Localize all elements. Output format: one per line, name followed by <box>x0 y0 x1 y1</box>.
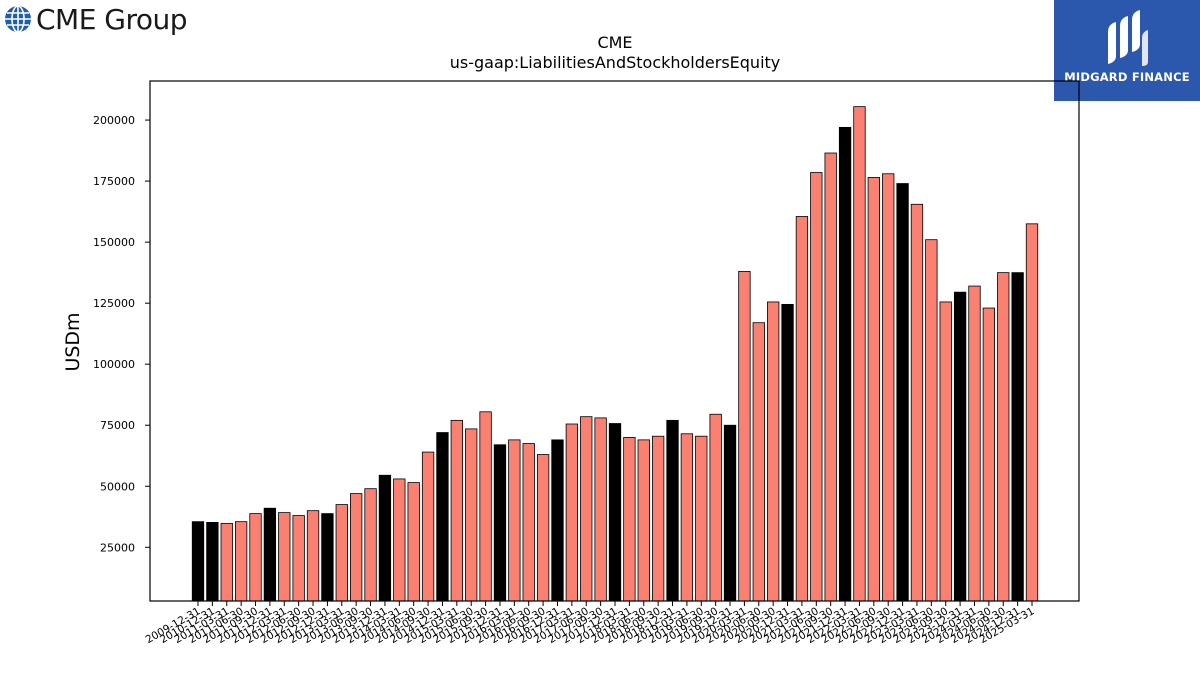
bar-2014-03-31 <box>393 478 406 602</box>
bars-group <box>191 106 1039 602</box>
bar-2023-06-30 <box>925 239 938 602</box>
bar-2023-03-31 <box>910 203 924 602</box>
bar-2015-06-30 <box>465 428 478 602</box>
bar-2017-12-31 <box>608 423 622 602</box>
bar-2014-06-30 <box>407 482 420 602</box>
bar-2012-06-30 <box>292 515 305 602</box>
bar-2016-03-31 <box>508 439 521 602</box>
bar-2016-09-30 <box>536 454 550 602</box>
y-tick-label: 100000 <box>93 358 135 371</box>
bar-2011-12-31 <box>263 507 277 602</box>
bar-2013-12-31 <box>378 474 392 602</box>
bar-2012-12-31 <box>321 513 334 602</box>
bar-2016-12-31 <box>551 439 564 602</box>
bar-2011-03-31 <box>220 522 233 602</box>
chart-subtitle: us-gaap:LiabilitiesAndStockholdersEquity <box>450 53 781 72</box>
bar-2021-06-30 <box>810 172 823 602</box>
bar-2013-09-30 <box>364 488 377 602</box>
bar-2016-06-30 <box>522 443 535 602</box>
y-tick-label: 125000 <box>93 297 135 310</box>
bar-2021-03-31 <box>795 216 809 602</box>
bar-2020-03-31 <box>738 271 751 602</box>
bar-2024-09-30 <box>997 272 1010 602</box>
bar-2024-06-30 <box>982 307 996 602</box>
bar-2023-12-31 <box>953 291 967 602</box>
bar-2024-12-31 <box>1011 272 1024 602</box>
bar-2012-03-31 <box>278 512 291 602</box>
bar-2018-09-30 <box>651 435 665 602</box>
chart-title: CME <box>597 33 632 52</box>
bar-2022-03-31 <box>853 106 866 602</box>
bar-2012-09-30 <box>306 510 320 602</box>
y-axis-label: USDm <box>62 312 84 371</box>
bar-2018-06-30 <box>637 439 650 602</box>
bar-2022-06-30 <box>867 177 880 602</box>
y-tick-label: 75000 <box>100 419 135 432</box>
y-tick-label: 175000 <box>93 175 135 188</box>
bar-2017-09-30 <box>594 417 607 602</box>
bar-2018-03-31 <box>623 437 636 602</box>
bar-2009-12-31 <box>191 521 205 602</box>
globe-icon <box>5 5 31 33</box>
bar-2015-03-31 <box>450 419 463 602</box>
midgard-finance-logo-text: MIDGARD FINANCE <box>1064 70 1190 84</box>
bar-2014-12-31 <box>436 432 449 602</box>
bar-2018-12-31 <box>666 419 679 602</box>
bar-2021-09-30 <box>824 152 837 602</box>
bar-2020-12-31 <box>781 303 794 602</box>
cme-group-logo-text: CME Group <box>36 2 188 36</box>
bar-2021-12-31 <box>838 126 852 602</box>
y-tick-label: 150000 <box>93 236 135 249</box>
bar-2015-12-31 <box>493 444 507 602</box>
bar-2022-09-30 <box>882 173 895 602</box>
bar-2023-09-30 <box>939 301 952 602</box>
bar-2019-12-31 <box>723 424 737 602</box>
bar-2013-06-30 <box>350 493 363 602</box>
bar-2011-06-30 <box>234 521 248 602</box>
midgard-finance-logo: MIDGARD FINANCE <box>1054 0 1200 101</box>
bar-2020-06-30 <box>752 322 765 602</box>
bar-2011-09-30 <box>249 513 262 602</box>
bar-2017-06-30 <box>580 416 593 602</box>
y-tick-label: 50000 <box>100 480 135 493</box>
cme-group-logo: CME Group <box>4 2 188 36</box>
bar-2013-03-31 <box>335 504 348 602</box>
midgard-mark-icon <box>1108 10 1148 66</box>
bar-2019-09-30 <box>709 413 722 602</box>
bar-2019-06-30 <box>695 435 708 602</box>
bar-2010-12-31 <box>206 521 219 602</box>
bar-2020-09-30 <box>767 301 780 602</box>
bar-2017-03-31 <box>565 423 579 602</box>
y-tick-label: 200000 <box>93 114 135 127</box>
plot-frame <box>149 80 1080 602</box>
bar-2024-03-31 <box>968 285 981 602</box>
bar-2025-03-31 <box>1025 223 1039 602</box>
y-tick-label: 25000 <box>100 541 135 554</box>
x-axis-ticks: 2009-12-312010-12-312011-03-312011-06-30… <box>144 601 1037 646</box>
bar-2014-09-30 <box>421 451 435 602</box>
bar-2019-03-31 <box>680 433 694 602</box>
bar-2015-09-30 <box>479 411 492 602</box>
y-axis-ticks: 25000 50000 75000 100000 125000 150000 175000 2… <box>93 114 150 554</box>
bar-2022-12-31 <box>896 183 909 602</box>
